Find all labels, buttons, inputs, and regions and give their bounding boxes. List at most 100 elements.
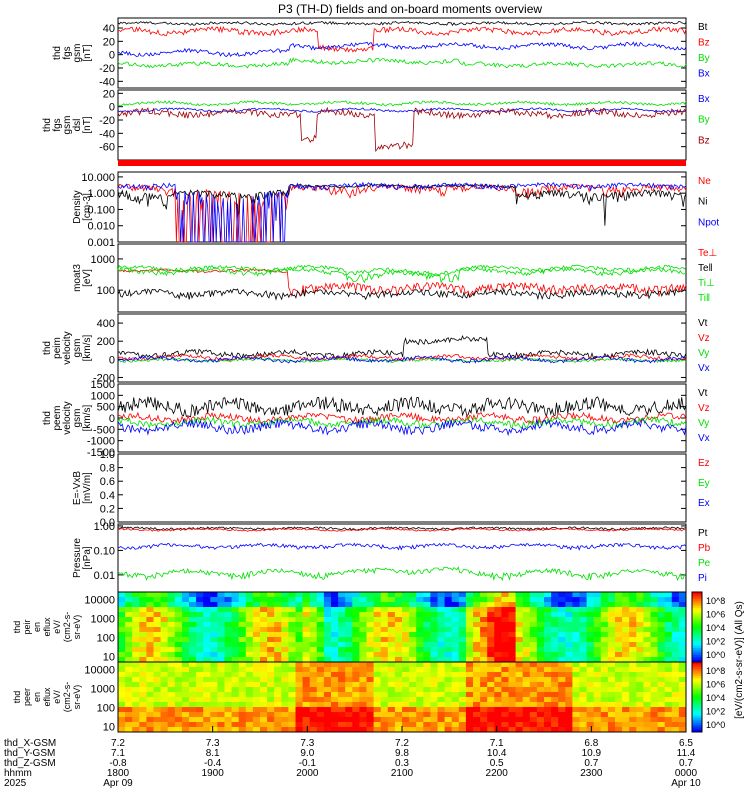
heatmap-cell xyxy=(345,692,353,698)
y-tick-label: 400 xyxy=(97,318,115,330)
heatmap-cell xyxy=(558,632,566,638)
x-axis-value: 9.0 xyxy=(300,748,314,759)
heatmap-cell xyxy=(167,707,176,713)
heatmap-cell xyxy=(586,712,595,718)
heatmap-cell xyxy=(224,652,233,658)
heatmap-cell xyxy=(281,612,289,618)
heatmap-cell xyxy=(316,622,325,628)
heatmap-cell xyxy=(174,717,183,723)
heatmap-cell xyxy=(629,647,637,653)
y-axis-label: (cm2-s- xyxy=(62,682,72,713)
heatmap-cell xyxy=(359,657,367,663)
heatmap-cell xyxy=(451,617,460,623)
heatmap-cell xyxy=(572,707,580,713)
heatmap-cell xyxy=(501,722,509,728)
legend-entry: Bz xyxy=(698,135,710,146)
heatmap-cell xyxy=(664,692,673,698)
heatmap-cell xyxy=(260,682,268,688)
heatmap-cell xyxy=(487,592,495,598)
heatmap-cell xyxy=(409,592,417,598)
heatmap-cell xyxy=(451,727,460,733)
colorbar-segment xyxy=(692,615,702,619)
heatmap-cell xyxy=(316,702,325,708)
heatmap-cell xyxy=(238,677,247,683)
colorbar-segment xyxy=(692,685,702,689)
heatmap-cell xyxy=(139,697,147,703)
heatmap-cell xyxy=(316,652,325,658)
heatmap-cell xyxy=(316,617,325,623)
heatmap-cell xyxy=(288,657,296,663)
heatmap-cell xyxy=(522,692,531,698)
heatmap-cell xyxy=(544,662,552,668)
heatmap-cell xyxy=(224,612,233,618)
heatmap-cell xyxy=(146,682,154,688)
heatmap-cell xyxy=(302,657,311,663)
heatmap-cell xyxy=(394,697,403,703)
heatmap-cell xyxy=(607,697,616,703)
heatmap-cell xyxy=(508,597,517,603)
heatmap-cell xyxy=(544,707,552,713)
heatmap-cell xyxy=(529,672,538,678)
heatmap-cell xyxy=(522,632,531,638)
heatmap-cell xyxy=(536,612,545,618)
heatmap-cell xyxy=(409,652,417,658)
heatmap-cell xyxy=(302,602,311,608)
heatmap-cell xyxy=(629,622,637,628)
y-tick-label: 0.01 xyxy=(94,570,115,582)
heatmap-cell xyxy=(536,632,545,638)
y-axis-label: fgs xyxy=(52,118,63,131)
heatmap-cell xyxy=(288,607,296,613)
heatmap-cell xyxy=(139,592,147,598)
colorbar-segment xyxy=(692,648,702,651)
colorbar-segment xyxy=(692,690,702,693)
y-tick-label: 20 xyxy=(103,36,115,48)
heatmap-cell xyxy=(167,672,176,678)
heatmap-cell xyxy=(224,642,233,648)
heatmap-cell xyxy=(615,622,623,628)
heatmap-cell xyxy=(267,622,275,628)
heatmap-cell xyxy=(174,617,183,623)
heatmap-cell xyxy=(409,637,417,643)
colorbar-segment xyxy=(692,643,702,647)
heatmap-cell xyxy=(125,642,133,648)
x-axis-value: 2200 xyxy=(486,768,509,779)
heatmap-cell xyxy=(281,722,289,728)
heatmap-cell xyxy=(515,597,524,603)
heatmap-cell xyxy=(402,642,410,648)
heatmap-cell xyxy=(345,682,353,688)
heatmap-cell xyxy=(494,612,502,618)
heatmap-cell xyxy=(430,727,438,733)
heatmap-cell xyxy=(167,612,176,618)
heatmap-cell xyxy=(643,717,651,723)
heatmap-cell xyxy=(125,687,133,693)
colorbar-tick-label: 10^2 xyxy=(706,707,725,717)
heatmap-cell xyxy=(678,727,687,733)
heatmap-cell xyxy=(579,692,588,698)
heatmap-cell xyxy=(167,662,176,668)
heatmap-cell xyxy=(196,677,204,683)
heatmap-cell xyxy=(615,707,623,713)
heatmap-cell xyxy=(139,642,147,648)
heatmap-cell xyxy=(217,607,225,613)
series-line xyxy=(117,527,687,532)
heatmap-cell xyxy=(622,617,630,623)
heatmap-cell xyxy=(316,642,325,648)
heatmap-cell xyxy=(167,657,176,663)
heatmap-cell xyxy=(409,682,417,688)
heatmap-cell xyxy=(572,662,580,668)
y-tick-label: 100 xyxy=(97,285,115,297)
heatmap-cell xyxy=(288,727,296,733)
heatmap-cell xyxy=(529,632,538,638)
heatmap-cell xyxy=(267,667,275,673)
heatmap-cell xyxy=(607,702,616,708)
series-line xyxy=(117,41,687,58)
heatmap-cell xyxy=(643,702,651,708)
heatmap-cell xyxy=(210,632,218,638)
heatmap-cell xyxy=(146,662,154,668)
heatmap-cell xyxy=(167,637,176,643)
heatmap-cell xyxy=(671,607,680,613)
heatmap-cell xyxy=(132,592,140,598)
heatmap-cell xyxy=(615,677,623,683)
heatmap-cell xyxy=(473,687,481,693)
heatmap-cell xyxy=(536,642,545,648)
